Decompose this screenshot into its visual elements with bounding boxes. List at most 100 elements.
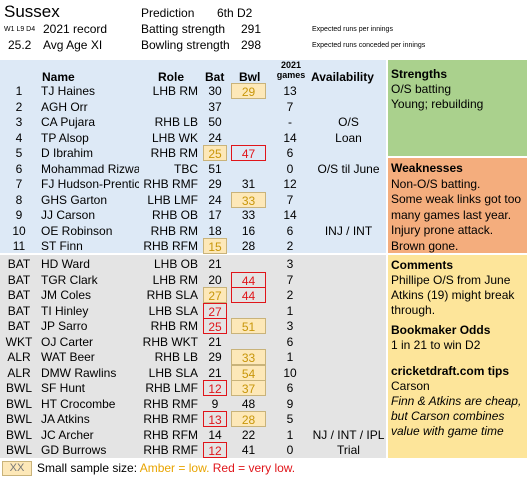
availability-value: Loan [335, 130, 362, 145]
table-row: BWL HT Crocombe RHB RMF 9 48 9 [0, 396, 386, 412]
tips-line: but Carson combines [391, 409, 505, 423]
row-num: 3 [15, 115, 23, 129]
availability-value: O/S [338, 115, 359, 129]
bowling-note: Expected runs conceded per innings [312, 42, 426, 49]
bwl-value: 47 [231, 145, 266, 161]
bwl-value: 33 [231, 191, 266, 208]
prediction-value: 6th D2 [217, 6, 253, 20]
games-value: 1 [286, 303, 294, 318]
player-name: JP Sarro [41, 319, 88, 333]
player-role: RHB RMF [143, 177, 198, 191]
tips-title: cricketdraft.com tips [391, 364, 510, 378]
games-value: 0 [286, 161, 294, 176]
row-num: BWL [5, 381, 32, 395]
batting-strength-value: 291 [241, 22, 262, 36]
col-availability: Availability [311, 70, 374, 84]
record-prefix: W1 L9 D4 [4, 26, 36, 33]
availability-value [310, 287, 387, 303]
bwl-value: 33 [241, 208, 256, 222]
bat-value: 30 [208, 84, 222, 98]
player-name: JA Atkins [41, 412, 90, 426]
squad-panel [0, 60, 386, 253]
row-num: BWL [5, 427, 32, 442]
games-value: 14 [283, 130, 297, 145]
bat-value: 29 [208, 350, 222, 364]
weaknesses-line: Injury prone attack. [391, 223, 494, 237]
availability-value [310, 380, 387, 396]
player-name: TI Hinley [41, 303, 89, 318]
table-row: BAT TGR Clark LHB RM 20 44 7 [0, 271, 386, 288]
bat-value: 9 [211, 396, 219, 411]
availability-value: Trial [337, 443, 360, 457]
bowling-strength-value: 298 [241, 38, 262, 52]
row-num: BAT [7, 257, 31, 271]
strengths-title: Strengths [391, 67, 448, 81]
player-role: RHB RM [150, 319, 198, 333]
games-value: 0 [286, 443, 294, 457]
avg-age-label: Avg Age XI [43, 38, 103, 52]
bwl-value: 37 [231, 380, 266, 396]
games-value: 6 [286, 334, 294, 349]
player-name: GHS Garton [41, 192, 108, 207]
table-row: BWL JA Atkins RHB RMF 13 28 5 [0, 411, 386, 427]
availability-value [310, 238, 387, 254]
table-row: 9 JJ Carson RHB OB 17 33 14 [0, 207, 386, 223]
bwl-value [231, 303, 266, 319]
bat-value: 51 [208, 161, 222, 176]
bat-value: 15 [203, 238, 227, 254]
bwl-value: 31 [241, 177, 256, 191]
legend-sample-box: XX [2, 461, 32, 476]
availability-value [310, 349, 387, 365]
availability-value [310, 303, 387, 319]
player-name: SF Hunt [41, 381, 86, 395]
availability-value [310, 396, 387, 412]
table-row: BWL SF Hunt RHB LMF 12 37 6 [0, 380, 386, 396]
games-value: 3 [286, 319, 294, 333]
row-num: 11 [12, 239, 26, 253]
comments-line: through. [391, 303, 436, 317]
player-role: RHB RFM [143, 427, 198, 442]
player-role: RHB RM [150, 223, 198, 238]
bwl-value: 28 [231, 411, 266, 427]
player-name: TJ Haines [41, 84, 96, 98]
bwl-value [231, 99, 266, 115]
player-role: LHB RM [152, 84, 198, 98]
table-row: 4 TP Alsop LHB WK 24 14 Loan [0, 130, 386, 146]
bwl-value [231, 130, 266, 146]
table-row: BWL JC Archer RHB RFM 14 22 1 NJ / INT / IPL [0, 427, 386, 443]
bwl-value: 54 [231, 364, 266, 381]
player-role: LHB LMF [147, 192, 198, 207]
reserves-panel [0, 255, 386, 458]
games-value: 6 [286, 223, 294, 238]
row-num: BWL [5, 396, 32, 411]
availability-value [310, 83, 387, 99]
table-row: 5 D Ibrahim RHB RM 25 47 6 [0, 145, 386, 161]
batting-note: Expected runs per innings [312, 26, 393, 33]
player-role [140, 99, 198, 115]
player-role: RHB RMF [143, 396, 198, 411]
player-name: OJ Carter [41, 334, 94, 349]
row-num: BAT [7, 288, 31, 302]
table-row: 8 GHS Garton LHB LMF 24 33 7 [0, 191, 386, 208]
bat-value: 27 [203, 287, 227, 303]
bat-value: 20 [208, 272, 222, 287]
bowling-strength-label: Bowling strength [141, 38, 230, 52]
games-value: 2 [286, 239, 294, 253]
bat-value: 12 [203, 442, 227, 458]
bwl-value [231, 256, 266, 272]
player-role: RHB RM [150, 146, 198, 160]
table-row: 6 Mohammad Rizwan TBC 51 0 O/S til June [0, 161, 386, 177]
player-role: RHB RMF [143, 412, 198, 426]
strengths-line: Young; rebuilding [391, 97, 484, 111]
bat-value: 17 [208, 208, 222, 222]
weaknesses-line: Some weak links got too [391, 192, 522, 206]
player-name: JM Coles [41, 288, 92, 302]
row-num: 5 [15, 146, 23, 160]
games-value: - [288, 115, 292, 129]
bat-value: 13 [203, 411, 227, 427]
games-value: 6 [286, 381, 294, 395]
comments-line: Atkins (19) might break [391, 288, 515, 302]
record-label: 2021 record [43, 22, 108, 36]
table-row: 3 CA Pujara RHB LB 50 - O/S [0, 114, 386, 130]
table-row: BWL GD Burrows RHB RMF 12 41 0 Trial [0, 442, 386, 458]
